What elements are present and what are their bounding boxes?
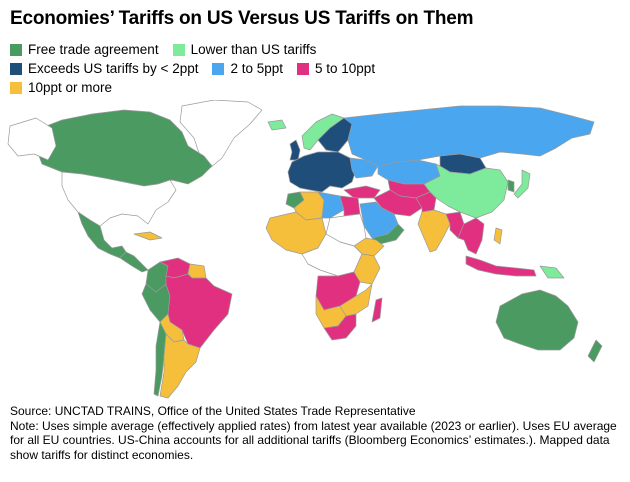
chart-title: Economies’ Tariffs on US Versus US Tarif…	[10, 8, 474, 29]
region-china	[423, 163, 509, 219]
region-west-africa	[265, 211, 327, 255]
legend-label-fta: Free trade agreement	[28, 42, 159, 57]
region-japan	[513, 169, 531, 199]
methodology-note: Note: Uses simple average (effectively a…	[10, 418, 617, 462]
region-brazil	[165, 273, 233, 349]
region-egypt	[339, 195, 361, 217]
region-new-zealand	[587, 339, 603, 363]
legend-label-lower: Lower than US tariffs	[190, 42, 317, 57]
legend-row: Exceeds US tariffs by < 2ppt 2 to 5ppt 5…	[10, 59, 620, 78]
region-greenland	[179, 100, 263, 169]
legend-swatch-lower	[172, 43, 185, 56]
legend-swatch-2-to-5	[212, 62, 225, 75]
world-map	[0, 100, 630, 400]
region-korea	[507, 179, 515, 193]
legend-item-10-plus: 10ppt or more	[10, 80, 112, 95]
region-central-america	[119, 251, 149, 273]
legend-row: Free trade agreement Lower than US tarif…	[10, 40, 620, 59]
region-madagascar	[371, 297, 383, 323]
region-south-africa	[323, 313, 357, 341]
region-cuba	[133, 231, 163, 241]
region-guianas	[187, 263, 207, 279]
legend-item-fta: Free trade agreement	[10, 42, 159, 57]
region-turkey	[343, 185, 381, 199]
region-australia	[495, 289, 579, 351]
region-philippines	[493, 227, 503, 245]
region-argentina	[159, 333, 201, 399]
world-map-svg	[7, 100, 603, 399]
legend-swatch-exceeds-lt2	[10, 62, 22, 75]
legend-label-5-to-10: 5 to 10ppt	[315, 61, 376, 76]
region-alaska	[7, 117, 57, 161]
region-indonesia	[465, 255, 537, 277]
region-southeast-asia	[457, 217, 485, 255]
region-png	[539, 265, 565, 279]
legend-item-2-to-5: 2 to 5ppt	[212, 61, 283, 76]
legend-item-lower: Lower than US tariffs	[172, 42, 317, 57]
chart-footer: Source: UNCTAD TRAINS, Office of the Uni…	[10, 404, 622, 462]
legend-row: 10ppt or more	[10, 78, 620, 97]
legend-item-exceeds-lt2: Exceeds US tariffs by < 2ppt	[10, 61, 198, 76]
legend-swatch-5-to-10	[297, 62, 310, 75]
map-legend: Free trade agreement Lower than US tarif…	[10, 40, 620, 97]
region-russia	[343, 105, 595, 167]
legend-item-5-to-10: 5 to 10ppt	[297, 61, 375, 76]
region-iceland	[267, 119, 287, 131]
region-european-union	[287, 151, 357, 193]
legend-swatch-10-plus	[10, 81, 22, 94]
legend-label-10-plus: 10ppt or more	[28, 80, 113, 95]
region-oman-yemen	[371, 223, 405, 245]
region-united-kingdom	[289, 139, 301, 161]
region-mozambique	[339, 283, 373, 317]
legend-swatch-fta	[10, 43, 22, 56]
source-note: Source: UNCTAD TRAINS, Office of the Uni…	[10, 404, 416, 418]
legend-label-2-to-5: 2 to 5ppt	[230, 61, 284, 76]
region-india	[417, 209, 451, 253]
legend-label-exceeds-lt2: Exceeds US tariffs by < 2ppt	[28, 61, 199, 76]
